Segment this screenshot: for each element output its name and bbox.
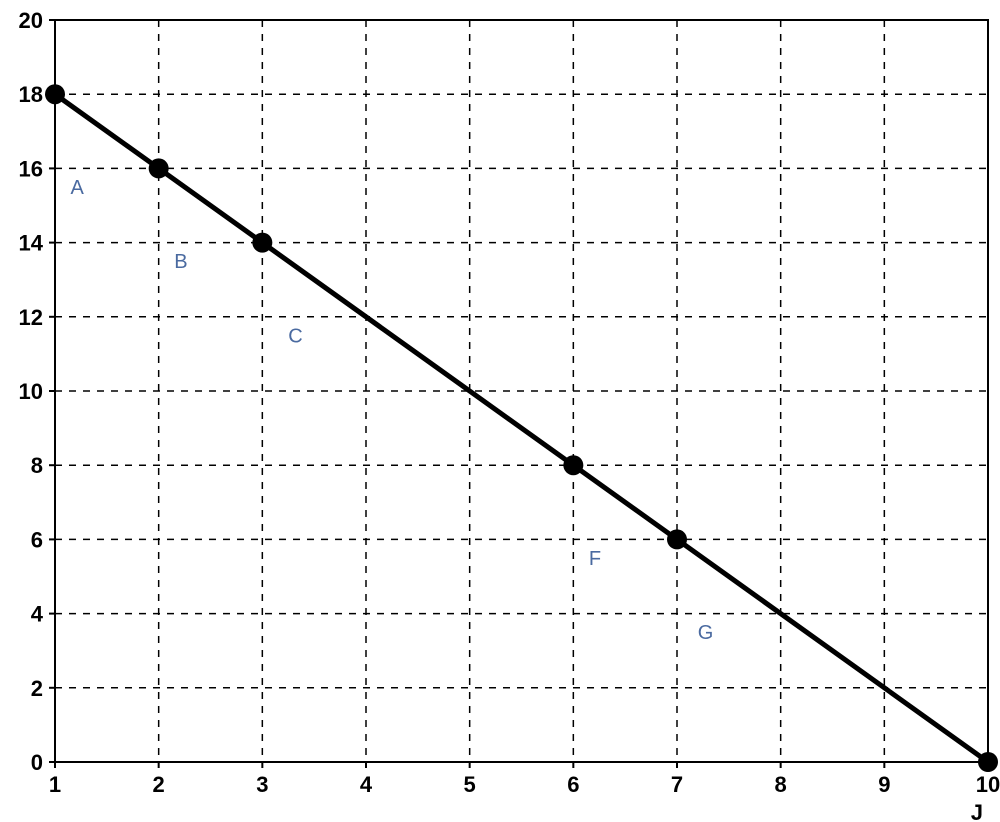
data-marker <box>667 529 687 549</box>
x-tick-label: 5 <box>464 772 476 797</box>
y-tick-label: 8 <box>31 453 43 478</box>
y-tick-label: 14 <box>19 231 44 256</box>
y-tick-label: 12 <box>19 305 43 330</box>
y-tick-label: 10 <box>19 379 43 404</box>
x-tick-label: 8 <box>775 772 787 797</box>
y-tick-label: 20 <box>19 8 43 33</box>
x-tick-label: 3 <box>256 772 268 797</box>
data-marker <box>563 455 583 475</box>
data-marker <box>149 158 169 178</box>
x-tick-label: 6 <box>567 772 579 797</box>
point-label: A <box>71 177 85 199</box>
point-label: B <box>174 251 187 273</box>
x-axis-title: J <box>971 800 983 822</box>
line-chart: 1234567891002468101214161820JABCFG <box>0 0 1000 822</box>
data-marker <box>252 233 272 253</box>
y-tick-label: 6 <box>31 527 43 552</box>
y-tick-label: 2 <box>31 676 43 701</box>
y-tick-label: 18 <box>19 82 43 107</box>
x-tick-label: 7 <box>671 772 683 797</box>
y-tick-label: 16 <box>19 156 43 181</box>
x-tick-label: 4 <box>360 772 373 797</box>
x-tick-label: 1 <box>49 772 61 797</box>
y-tick-label: 0 <box>31 750 43 775</box>
point-label: C <box>288 325 302 347</box>
x-tick-label: 9 <box>878 772 890 797</box>
y-tick-label: 4 <box>31 602 44 627</box>
x-tick-label: 2 <box>153 772 165 797</box>
point-label: F <box>589 548 601 570</box>
point-label: G <box>698 622 714 644</box>
x-tick-label: 10 <box>976 772 1000 797</box>
chart-container: 1234567891002468101214161820JABCFG <box>0 0 1000 822</box>
